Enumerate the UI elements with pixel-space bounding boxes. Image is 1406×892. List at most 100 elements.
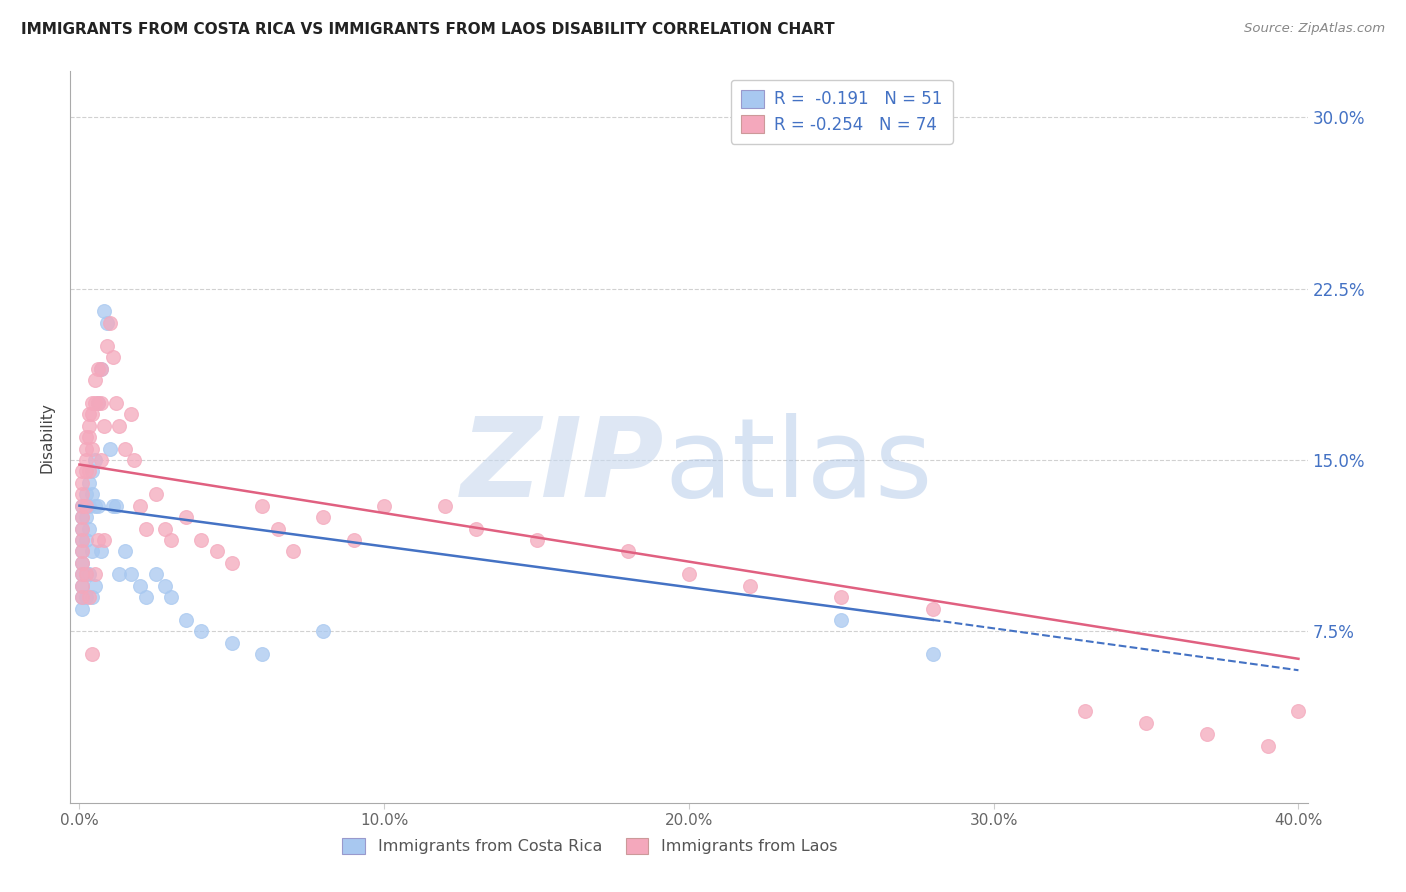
Text: Source: ZipAtlas.com: Source: ZipAtlas.com: [1244, 22, 1385, 36]
Point: [77, 407, 100, 421]
Point: [830, 613, 852, 627]
Point: [75, 510, 97, 524]
Point: [114, 442, 136, 456]
Point: [190, 624, 212, 639]
Point: [77, 499, 100, 513]
Point: [312, 510, 335, 524]
Point: [90, 361, 112, 376]
Point: [135, 590, 157, 604]
Y-axis label: Disability: Disability: [39, 401, 55, 473]
Point: [83, 396, 105, 410]
Point: [120, 567, 142, 582]
Point: [129, 579, 152, 593]
Point: [80, 647, 103, 661]
Point: [1135, 715, 1157, 730]
Point: [464, 521, 486, 535]
Point: [1074, 705, 1097, 719]
Point: [80, 487, 103, 501]
Point: [72, 601, 94, 615]
Point: [83, 373, 105, 387]
Point: [921, 647, 943, 661]
Point: [738, 579, 761, 593]
Point: [72, 499, 94, 513]
Point: [205, 544, 228, 558]
Point: [129, 499, 152, 513]
Point: [80, 442, 103, 456]
Point: [72, 544, 94, 558]
Point: [72, 590, 94, 604]
Point: [72, 556, 94, 570]
Point: [101, 499, 124, 513]
Point: [266, 521, 288, 535]
Text: atlas: atlas: [664, 413, 932, 520]
Point: [830, 590, 852, 604]
Point: [1286, 705, 1309, 719]
Point: [373, 499, 395, 513]
Point: [83, 579, 105, 593]
Point: [77, 475, 100, 490]
Point: [72, 567, 94, 582]
Point: [72, 475, 94, 490]
Point: [72, 510, 94, 524]
Point: [98, 442, 121, 456]
Point: [160, 533, 183, 547]
Point: [80, 544, 103, 558]
Point: [75, 567, 97, 582]
Point: [135, 521, 157, 535]
Point: [75, 487, 97, 501]
Point: [108, 418, 131, 433]
Point: [617, 544, 640, 558]
Point: [77, 567, 100, 582]
Point: [77, 430, 100, 444]
Point: [87, 396, 110, 410]
Point: [75, 442, 97, 456]
Point: [77, 464, 100, 478]
Point: [312, 624, 335, 639]
Point: [77, 418, 100, 433]
Point: [83, 499, 105, 513]
Point: [77, 590, 100, 604]
Point: [174, 613, 197, 627]
Point: [72, 499, 94, 513]
Point: [343, 533, 366, 547]
Point: [98, 316, 121, 330]
Point: [252, 647, 274, 661]
Point: [72, 533, 94, 547]
Point: [160, 590, 183, 604]
Point: [72, 567, 94, 582]
Point: [72, 487, 94, 501]
Point: [72, 521, 94, 535]
Point: [221, 556, 243, 570]
Point: [75, 464, 97, 478]
Point: [72, 579, 94, 593]
Point: [87, 533, 110, 547]
Point: [90, 544, 112, 558]
Point: [72, 544, 94, 558]
Point: [72, 579, 94, 593]
Point: [93, 533, 115, 547]
Point: [80, 396, 103, 410]
Point: [145, 487, 167, 501]
Point: [96, 338, 118, 352]
Point: [1195, 727, 1218, 741]
Point: [80, 464, 103, 478]
Point: [72, 590, 94, 604]
Text: IMMIGRANTS FROM COSTA RICA VS IMMIGRANTS FROM LAOS DISABILITY CORRELATION CHART: IMMIGRANTS FROM COSTA RICA VS IMMIGRANTS…: [21, 22, 835, 37]
Point: [526, 533, 548, 547]
Point: [174, 510, 197, 524]
Point: [72, 510, 94, 524]
Point: [72, 521, 94, 535]
Point: [190, 533, 212, 547]
Point: [80, 590, 103, 604]
Point: [1257, 739, 1279, 753]
Point: [434, 499, 457, 513]
Point: [153, 521, 176, 535]
Point: [75, 499, 97, 513]
Point: [80, 407, 103, 421]
Point: [75, 567, 97, 582]
Point: [90, 396, 112, 410]
Point: [87, 361, 110, 376]
Point: [75, 499, 97, 513]
Point: [75, 430, 97, 444]
Point: [87, 499, 110, 513]
